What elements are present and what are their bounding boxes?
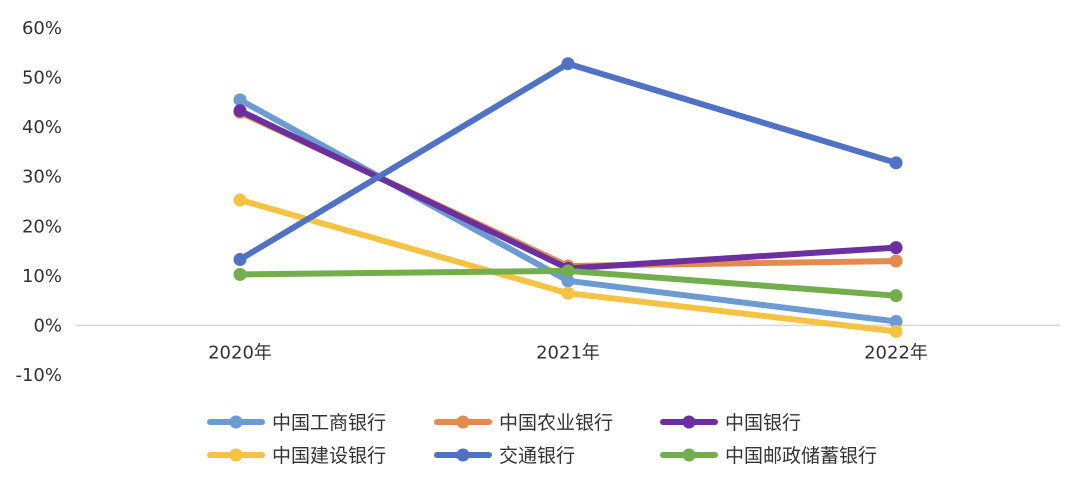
legend-swatch-marker: [456, 448, 470, 462]
x-tick-label: 2022年: [864, 342, 928, 363]
series-中国邮政储蓄银行: [233, 264, 903, 303]
legend-swatch-marker: [682, 415, 696, 429]
data-point: [889, 289, 903, 303]
y-tick-label: 60%: [22, 18, 62, 39]
legend-item: 中国农业银行: [434, 412, 613, 434]
data-point: [889, 254, 903, 268]
y-tick-label: 40%: [22, 117, 62, 138]
series-交通银行: [233, 57, 903, 266]
data-point: [889, 156, 903, 170]
data-point: [233, 93, 247, 107]
legend-swatch-marker: [229, 415, 243, 429]
data-point: [233, 252, 247, 266]
data-point: [561, 274, 575, 288]
legend-item: 中国工商银行: [207, 412, 386, 434]
series-lines: [233, 57, 903, 338]
series-中国建设银行: [233, 193, 903, 338]
series-中国农业银行: [233, 105, 903, 273]
y-tick-label: 10%: [22, 266, 62, 287]
data-point: [561, 286, 575, 300]
legend-item: 交通银行: [434, 445, 575, 467]
legend-label: 交通银行: [499, 445, 575, 467]
legend-item: 中国建设银行: [207, 445, 386, 467]
legend-label: 中国农业银行: [499, 412, 613, 434]
data-point: [889, 241, 903, 255]
legend-label: 中国建设银行: [272, 445, 386, 467]
legend-item: 中国银行: [660, 412, 801, 434]
y-tick-label: 50%: [22, 68, 62, 89]
y-tick-label: 0%: [33, 315, 62, 336]
data-point: [233, 267, 247, 281]
legend-swatch-marker: [456, 415, 470, 429]
legend-item: 中国邮政储蓄银行: [660, 445, 877, 467]
series-中国银行: [233, 104, 903, 275]
legend-label: 中国银行: [725, 412, 801, 434]
y-tick-label: 20%: [22, 216, 62, 237]
data-point: [889, 324, 903, 338]
x-axis-ticks: 2020年 2021年 2022年: [208, 342, 928, 363]
y-axis-ticks: 60% 50% 40% 30% 20% 10% 0% -10%: [15, 18, 62, 386]
legend-label: 中国工商银行: [272, 412, 386, 434]
data-point: [889, 314, 903, 328]
x-tick-label: 2021年: [536, 342, 600, 363]
y-tick-label: -10%: [15, 365, 62, 386]
legend-label: 中国邮政储蓄银行: [725, 445, 877, 467]
data-point: [561, 57, 575, 71]
y-tick-label: 30%: [22, 167, 62, 188]
legend-swatch-marker: [682, 448, 696, 462]
data-point: [233, 193, 247, 207]
data-point: [233, 104, 247, 118]
data-point: [561, 264, 575, 278]
legend-swatch-marker: [229, 448, 243, 462]
x-tick-label: 2020年: [208, 342, 272, 363]
